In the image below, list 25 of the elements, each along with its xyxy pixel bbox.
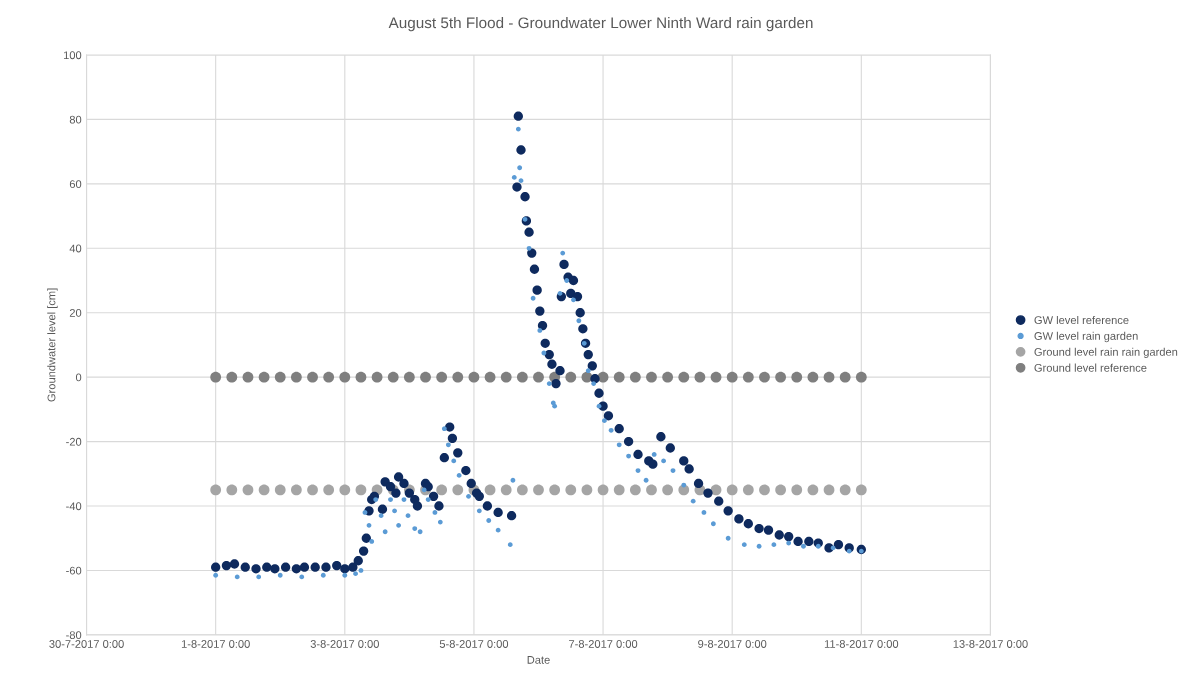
y-tick-label: 40 [69,244,82,253]
y-tick-label: -60 [66,566,82,575]
y-tick-label: 80 [69,115,82,124]
x-tick-label: 1-8-2017 0:00 [181,640,250,648]
y-tick-label: 0 [75,373,82,382]
legend-label: Ground level reference [1034,363,1147,372]
x-tick-label: 30-7-2017 0:00 [49,640,124,648]
y-tick-label: 100 [63,51,82,60]
legend-label: Ground level rain rain garden [1034,347,1178,359]
y-tick-label: -80 [66,631,82,639]
y-tick-label: 60 [69,180,82,188]
chart-title: August 5th Flood - Groundwater Lower Ninth Ward rain garden [388,16,813,32]
legend-label: GW level reference [1034,315,1129,325]
x-tick-label: 13-8-2017 0:00 [953,640,1028,648]
legend-label: GW level rain garden [1034,331,1138,343]
x-tick-label: 7-8-2017 0:00 [569,640,638,648]
y-axis-title: Groundwater level [cm] [47,288,58,402]
y-tick-label: -20 [66,437,82,446]
x-tick-label: 11-8-2017 0:00 [824,640,899,648]
x-tick-label: 9-8-2017 0:00 [698,640,767,648]
y-tick-label: 20 [69,308,82,317]
x-axis-title: Date [527,656,550,664]
x-tick-label: 5-8-2017 0:00 [439,640,509,648]
y-tick-label: -40 [66,502,82,511]
x-tick-label: 3-8-2017 0:00 [310,640,379,648]
